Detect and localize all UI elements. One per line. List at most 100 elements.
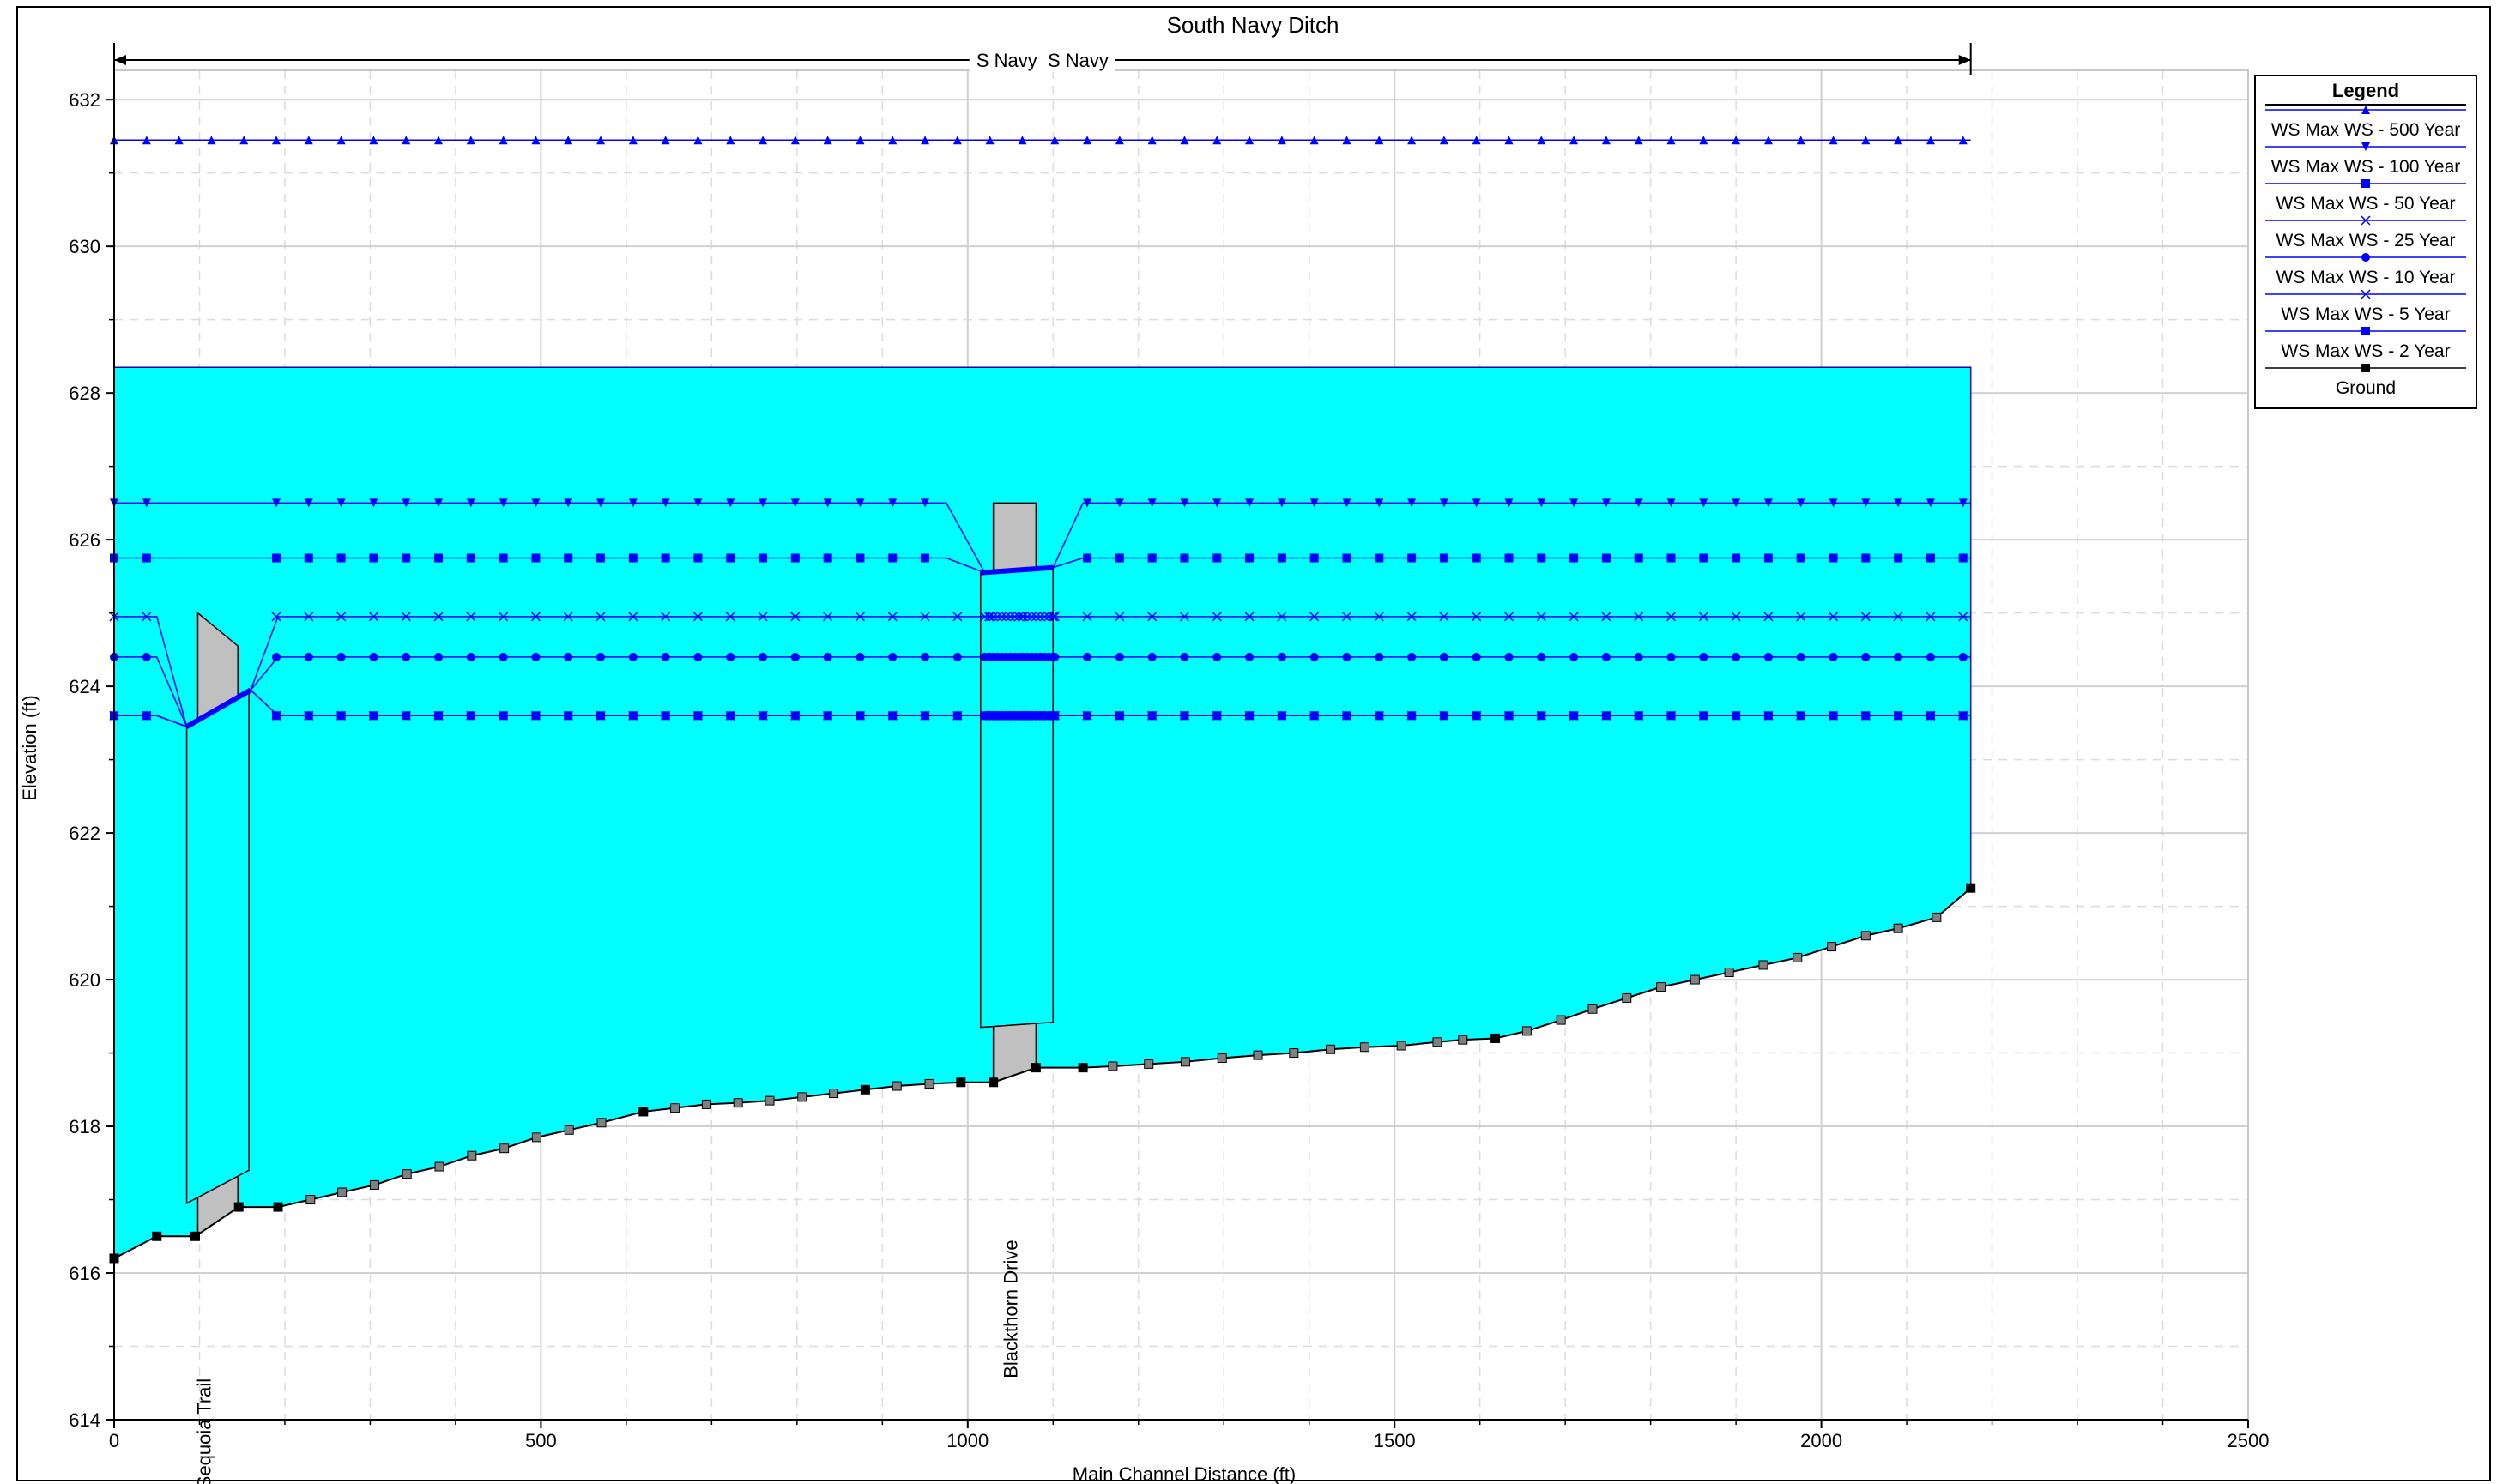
legend-label: WS Max WS - 5 Year [2281, 305, 2450, 324]
ws-marker [368, 612, 378, 622]
ws-marker [1861, 652, 1871, 661]
ws-marker [1115, 711, 1124, 721]
ws-marker [564, 498, 573, 508]
ws-marker [1026, 612, 1037, 622]
ws-marker [1115, 136, 1124, 145]
ws-marker [369, 498, 378, 508]
ws-marker [1698, 612, 1708, 622]
ws-marker [1407, 711, 1417, 721]
y-tick-label: 626 [69, 529, 100, 551]
y-tick-label: 618 [69, 1116, 100, 1137]
ground-point [190, 1231, 201, 1241]
ground-point [1966, 883, 1976, 893]
bridge-label: Blackthorn Drive [1001, 1240, 1022, 1378]
ws-marker [1763, 652, 1773, 661]
ws-marker [1341, 612, 1352, 622]
ws-marker [1212, 711, 1222, 721]
ws-marker [661, 612, 671, 622]
ws-marker [1309, 612, 1320, 622]
ws-marker [921, 498, 930, 508]
ws-marker [1375, 553, 1384, 563]
ws-marker [952, 711, 962, 721]
ws-marker [1569, 498, 1579, 508]
ws-marker [1894, 498, 1903, 508]
ws-marker [336, 553, 346, 563]
x-tick-label: 1500 [1374, 1430, 1416, 1451]
ground-point [765, 1095, 775, 1106]
ws-marker [1277, 612, 1287, 622]
legend-title: Legend [2332, 80, 2399, 101]
ws-marker [1829, 498, 1838, 508]
ws-marker [726, 652, 735, 661]
ws-marker [1537, 553, 1546, 563]
ws-marker [1958, 612, 1968, 622]
ws-marker [1503, 612, 1515, 622]
ws-marker [1407, 136, 1417, 145]
y-axis-label: Elevation (ft) [19, 695, 40, 801]
bridges: Sequoia Trail Blackthorn Drive [185, 502, 1055, 1484]
ws-marker [1180, 136, 1189, 145]
ws-marker [1083, 553, 1092, 563]
ws-marker [693, 553, 703, 563]
ws-marker [1829, 652, 1838, 661]
ws-marker [174, 136, 184, 145]
ws-marker [1666, 612, 1677, 622]
ws-marker [369, 652, 378, 661]
ws-marker [207, 136, 216, 145]
ws-marker [2361, 179, 2370, 188]
ws-marker [336, 652, 346, 661]
ws-marker [1504, 498, 1514, 508]
ws-marker [499, 136, 508, 145]
ws-marker [1796, 136, 1805, 145]
ws-marker [1601, 711, 1611, 721]
ws-marker [499, 553, 508, 563]
reach-label: S Navy S Navy [976, 50, 1109, 71]
ws-marker [1666, 652, 1676, 661]
ws-marker [1958, 498, 1968, 508]
ws-marker [1861, 711, 1871, 721]
ws-marker [1666, 553, 1676, 563]
ws-marker [1472, 553, 1481, 563]
ws-marker [1212, 612, 1222, 622]
ground-point [638, 1107, 649, 1117]
ws-marker [1860, 612, 1871, 622]
ws-marker [142, 136, 151, 145]
ws-marker [2361, 253, 2370, 262]
ground-point [989, 1077, 999, 1088]
ws-marker [596, 498, 606, 508]
ws-marker [1732, 652, 1741, 661]
ws-marker [661, 553, 670, 563]
ws-marker [692, 612, 703, 622]
ws-marker [1829, 136, 1838, 145]
ws-marker [304, 553, 313, 563]
ws-marker [1342, 652, 1351, 661]
ws-marker [402, 498, 411, 508]
ground-point [1078, 1063, 1088, 1073]
ws-marker [628, 652, 638, 661]
ws-marker [596, 711, 606, 721]
ws-marker [434, 711, 444, 721]
ground-point [1326, 1044, 1336, 1054]
ws-marker [1536, 612, 1546, 622]
ws-marker [2361, 289, 2371, 299]
ws-marker [142, 498, 151, 508]
ws-marker [1277, 136, 1286, 145]
ws-marker [1147, 711, 1157, 721]
ground-point [1490, 1033, 1501, 1043]
ws-marker [1212, 136, 1222, 145]
ws-marker [888, 553, 898, 563]
ws-marker [1375, 136, 1384, 145]
ws-marker [531, 711, 541, 721]
legend-item: WS Max WS - 5 Year [2265, 289, 2466, 324]
ws-marker [2361, 142, 2370, 151]
ws-marker [1147, 136, 1157, 145]
ws-marker [628, 612, 638, 622]
axes: 0 500 1000 1500 2000 2500 614 616 618 620 622 624 62… [69, 55, 2269, 1451]
ws-marker [1731, 612, 1741, 622]
ws-marker [1277, 652, 1286, 661]
ws-marker [1180, 553, 1189, 563]
ws-marker [759, 652, 768, 661]
ws-marker [434, 136, 444, 145]
ws-marker [1829, 711, 1838, 721]
ws-marker [1309, 498, 1319, 508]
